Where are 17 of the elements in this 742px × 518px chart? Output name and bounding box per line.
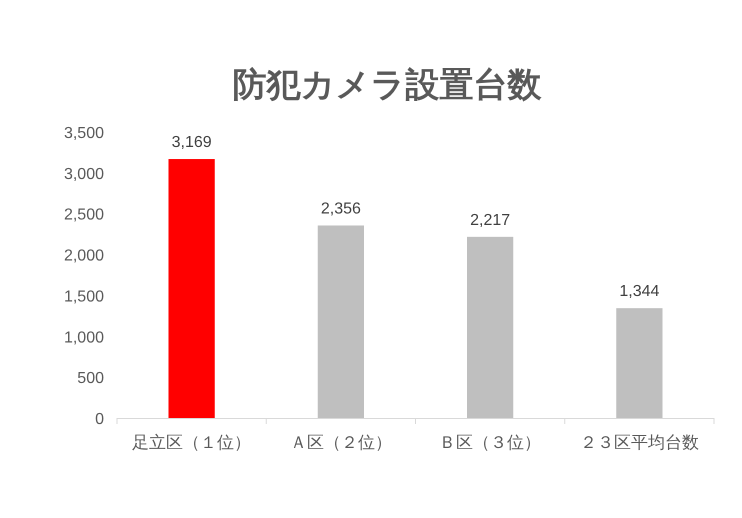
y-tick-label: 3,500 (64, 125, 104, 142)
y-tick-label: 1,500 (64, 288, 104, 306)
y-tick-label: 500 (77, 370, 104, 388)
y-tick-label: 2,500 (64, 206, 104, 224)
y-tick-label: 2,000 (64, 248, 104, 265)
x-tick-label: Ａ区（２位） (290, 433, 392, 452)
x-tick-label: 足立区（１位） (132, 433, 252, 452)
data-label: 2,356 (320, 200, 361, 218)
x-tick-label: Ｂ区（３位） (439, 433, 542, 452)
y-tick-label: 1,000 (64, 329, 104, 346)
data-label: 1,344 (619, 283, 660, 300)
title: 防犯カメラ設置台数 (232, 66, 542, 104)
y-tick-label: 3,000 (64, 166, 104, 183)
data-label: 2,217 (470, 212, 510, 229)
data-label: 3,169 (172, 134, 212, 152)
y-tick-label: 0 (95, 411, 104, 428)
x-tick-label: ２３区平均台数 (580, 433, 699, 452)
